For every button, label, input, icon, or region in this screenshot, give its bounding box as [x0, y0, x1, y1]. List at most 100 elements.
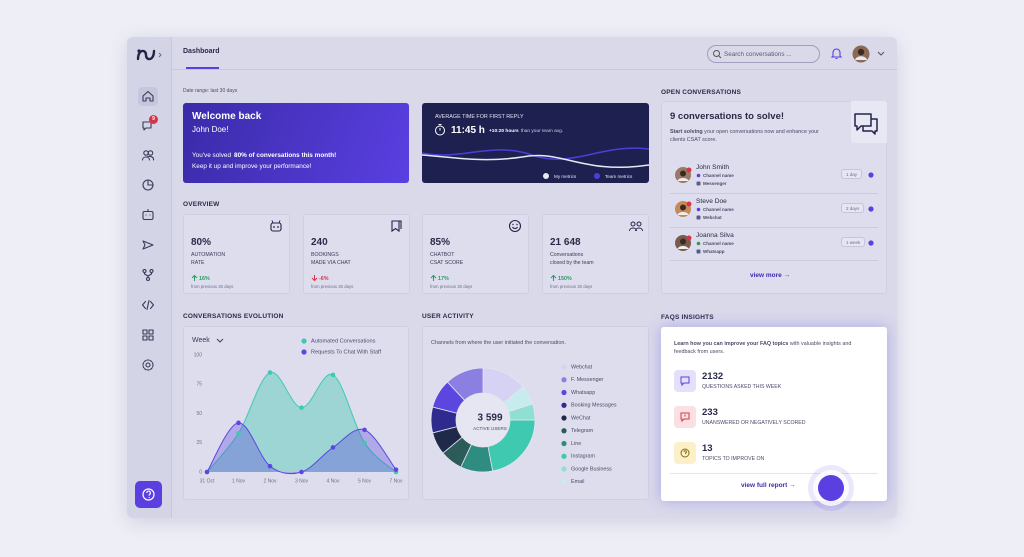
- bell-icon[interactable]: [830, 46, 843, 61]
- stat-icon-part-part: [680, 448, 690, 458]
- card-icon-part: [512, 226, 518, 229]
- evolution-card: [183, 326, 409, 500]
- card-icon-part: [391, 220, 402, 233]
- welcome-text: You've solved 80% of conversations this m…: [192, 152, 336, 159]
- card-note: from previous 30 days: [430, 283, 473, 289]
- trend-arrow: [311, 275, 318, 282]
- unread-dot: [868, 206, 874, 212]
- channel-icon: [696, 181, 701, 186]
- nav-reports[interactable]: [141, 178, 155, 192]
- search-box[interactable]: [707, 45, 820, 63]
- nav-campaigns[interactable]: [141, 238, 155, 252]
- legend-label: Instagram: [571, 454, 595, 460]
- channel-dot-part: [696, 241, 701, 246]
- x-tick-label: 5 Nov: [358, 478, 372, 484]
- chat-icon: [854, 113, 878, 135]
- channel-dot: [696, 173, 701, 178]
- trend-arrow-part: [550, 274, 557, 281]
- chevron-part: [216, 338, 224, 343]
- stat-value: 2132: [702, 371, 724, 382]
- legend-dot: [543, 173, 549, 179]
- nav-settings[interactable]: [141, 358, 155, 372]
- help-button-part: [148, 496, 150, 499]
- nav-settings-part: [145, 362, 151, 368]
- card-change: 16%: [199, 275, 210, 282]
- help-button-part: [135, 481, 162, 508]
- legend-label: My metrics: [554, 174, 577, 179]
- page-title[interactable]: Dashboard: [183, 48, 220, 55]
- date-range[interactable]: Date range: last 30 days: [183, 88, 238, 94]
- data-point: [362, 440, 367, 446]
- data-point: [330, 445, 336, 450]
- nav-bot[interactable]: [141, 208, 155, 222]
- x-tick-label: 7 Nov: [389, 478, 403, 484]
- chevron[interactable]: [216, 338, 224, 344]
- legend-swatch: [561, 453, 567, 459]
- x-tick-label: 2 Nov: [263, 478, 277, 484]
- headline: 9 conversations to solve!: [670, 111, 785, 122]
- search-placeholder[interactable]: Search conversations ...: [724, 50, 792, 58]
- y-tick-label: 50: [196, 411, 202, 417]
- donut-slice: [446, 367, 484, 401]
- legend-label: Requests To Chat With Staff: [311, 349, 382, 355]
- card-icon-part: [629, 227, 643, 232]
- nav-users-part: [147, 150, 154, 156]
- donut-slice: [460, 443, 494, 473]
- faqs-intro-bold: Learn how you can improve your FAQ topic…: [674, 341, 789, 347]
- nav-flows[interactable]: [141, 268, 155, 282]
- card-icon-part: [516, 223, 518, 226]
- stat-icon: [674, 442, 696, 464]
- overview-card: [422, 214, 529, 294]
- trend-arrow: [430, 274, 437, 281]
- channel-icon: [696, 215, 701, 220]
- channel-dot-part: [696, 173, 701, 178]
- stat-icon-part: [674, 406, 696, 428]
- nav-bot-part: [145, 208, 151, 216]
- card-value: 85%: [430, 237, 451, 248]
- contact-name: Joanna Silva: [696, 232, 734, 239]
- avatar-part: [677, 178, 689, 181]
- period-select[interactable]: Week: [192, 337, 210, 344]
- channel-icon: [696, 249, 701, 254]
- trend-arrow-part: [191, 274, 198, 281]
- nav-home[interactable]: [141, 89, 155, 103]
- legend-label: Email: [571, 479, 584, 485]
- nav-users[interactable]: [141, 148, 155, 162]
- legend-swatch: [561, 440, 567, 447]
- legend-swatch: [301, 349, 307, 355]
- view-full-report-link[interactable]: view full report →: [741, 482, 796, 489]
- welcome-text-bold: 80% of conversations this month!: [234, 152, 337, 159]
- user-avatar-part: [857, 48, 865, 56]
- view-more-link[interactable]: view more →: [750, 272, 791, 279]
- x-tick-label: 3 Nov: [295, 478, 309, 484]
- nav-code[interactable]: [141, 298, 155, 312]
- data-point: [299, 469, 304, 475]
- donut-slice: [503, 386, 533, 413]
- card-icon: [629, 221, 643, 232]
- help-button[interactable]: [135, 481, 162, 508]
- nav-users-part: [141, 155, 155, 161]
- logo[interactable]: [135, 45, 165, 65]
- stat-label: QUESTIONS ASKED THIS WEEK: [702, 384, 782, 390]
- user-avatar[interactable]: [852, 45, 887, 63]
- legend-label: Automated Conversations: [311, 338, 376, 344]
- nav-apps[interactable]: [141, 328, 155, 342]
- card-icon-part: [636, 221, 642, 227]
- legend-swatch: [561, 377, 567, 383]
- section-title: CONVERSATIONS EVOLUTION: [183, 313, 284, 320]
- data-point: [393, 467, 399, 472]
- avatar-part: [677, 212, 689, 215]
- divider: [670, 227, 878, 228]
- overview-card: [542, 214, 649, 294]
- fab-button-part: [818, 475, 844, 501]
- donut-total: 3 599: [477, 413, 502, 424]
- chat-icon-part: [854, 113, 878, 135]
- card-change: 150%: [558, 275, 572, 282]
- channel-name: Messenger: [703, 181, 727, 186]
- user-avatar-part: [855, 56, 867, 60]
- y-tick-label: 25: [196, 440, 202, 446]
- card-label: AUTOMATION RATE: [191, 252, 226, 266]
- avatar-part: [677, 246, 689, 249]
- legend-dot-part: [543, 173, 549, 179]
- fab-button[interactable]: [806, 463, 856, 513]
